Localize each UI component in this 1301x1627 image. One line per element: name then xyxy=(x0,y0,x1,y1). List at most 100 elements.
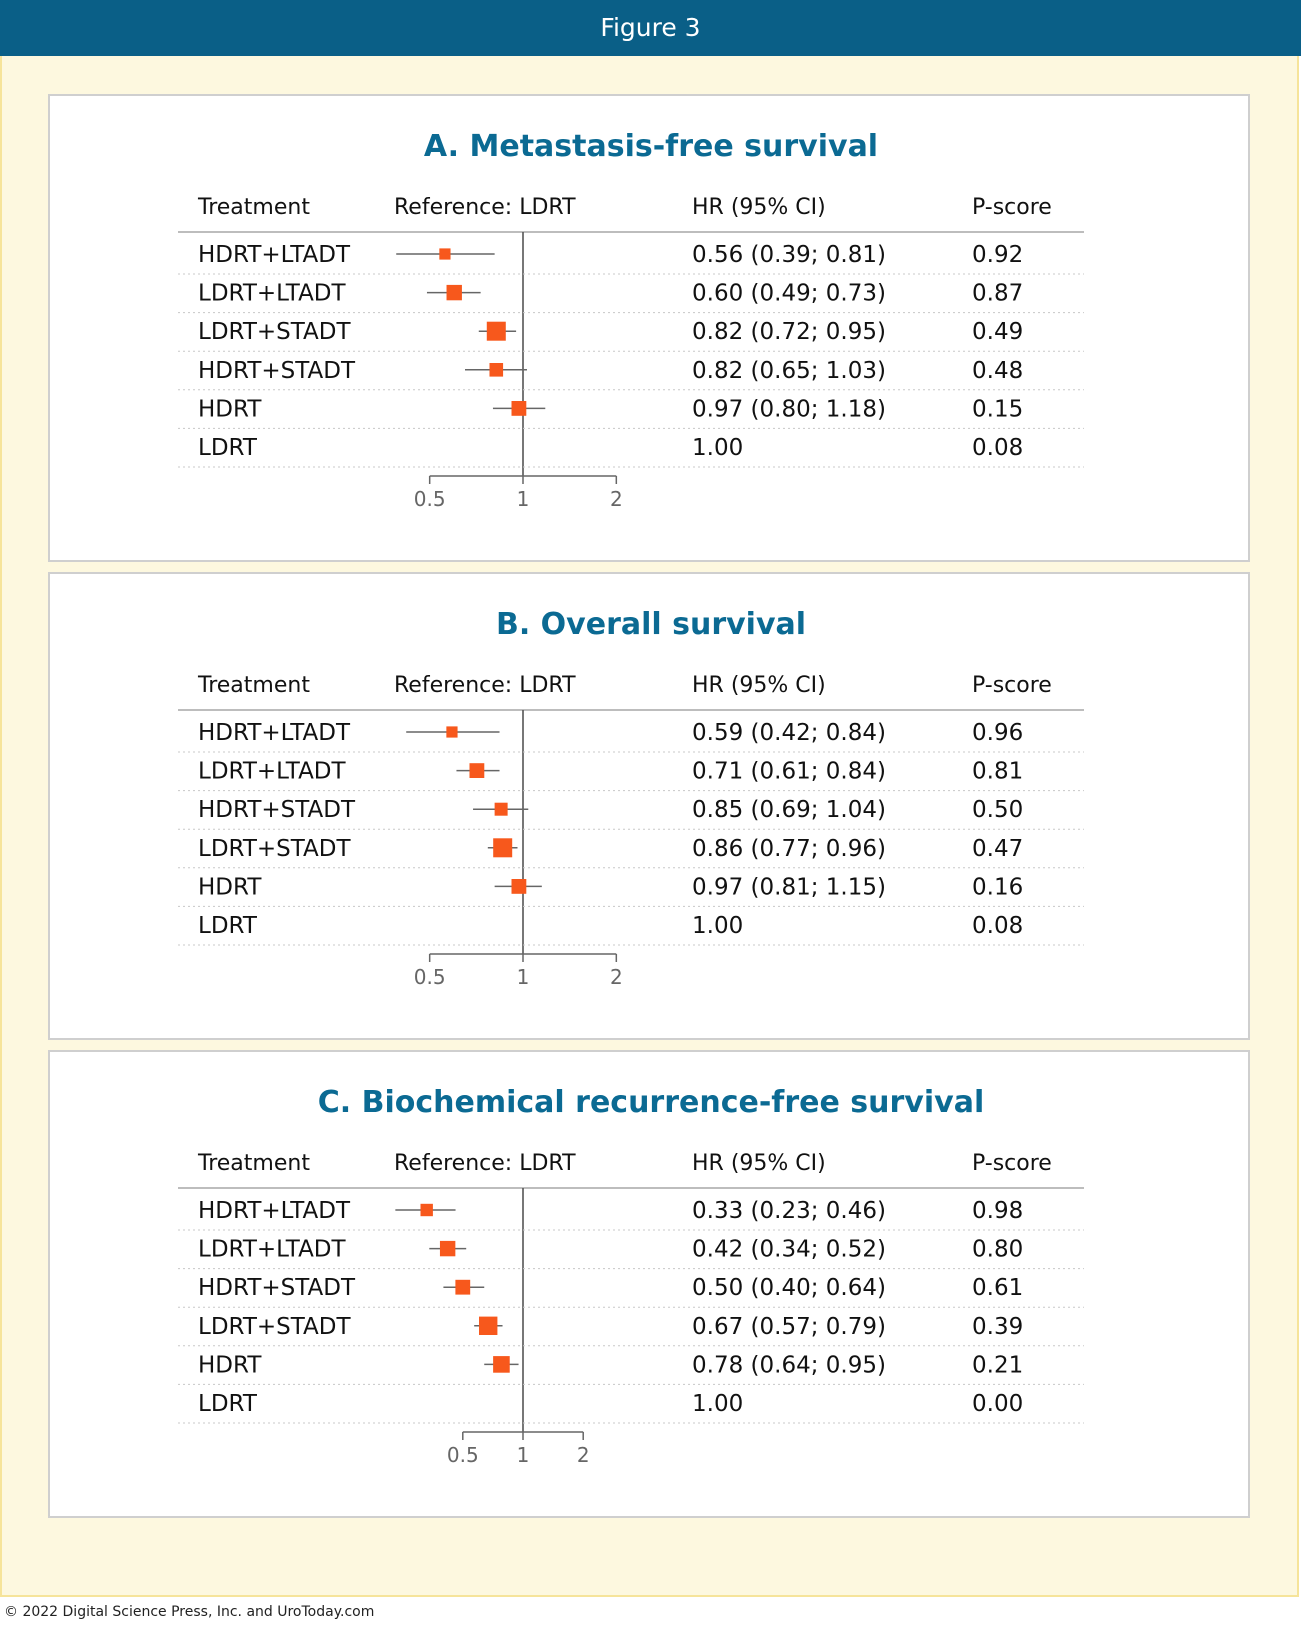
pscore-value-ldrt-stadt: 0.47 xyxy=(972,836,1023,862)
row-label-hdrt: HDRT xyxy=(198,396,262,422)
hr-value-ldrt-ltadt: 0.60 (0.49; 0.73) xyxy=(692,281,886,307)
col-header-reference: Reference: LDRT xyxy=(394,673,576,698)
x-tick-label: 1 xyxy=(517,487,530,511)
pscore-value-ldrt-stadt: 0.39 xyxy=(972,1314,1023,1340)
hr-value-ldrt-stadt: 0.86 (0.77; 0.96) xyxy=(692,836,886,862)
hr-value-ldrt-ltadt: 0.71 (0.61; 0.84) xyxy=(692,759,886,785)
hr-marker-hdrt xyxy=(511,879,527,894)
pscore-value-hdrt-ltadt: 0.98 xyxy=(972,1198,1023,1224)
row-label-ldrt: LDRT xyxy=(198,913,258,939)
row-label-ldrt-stadt: LDRT+STADT xyxy=(198,836,351,862)
row-label-ldrt: LDRT xyxy=(198,1391,258,1417)
hr-marker-hdrt-stadt xyxy=(489,363,504,377)
x-tick-label: 2 xyxy=(610,487,623,511)
panel-title: A. Metastasis-free survival xyxy=(424,129,878,164)
hr-marker-ldrt-ltadt xyxy=(446,284,462,301)
row-label-hdrt: HDRT xyxy=(198,1352,262,1378)
pscore-value-ldrt-stadt: 0.49 xyxy=(972,319,1023,345)
pscore-value-ldrt: 0.00 xyxy=(972,1391,1023,1417)
hr-value-ldrt: 1.00 xyxy=(692,435,743,461)
row-label-ldrt-stadt: LDRT+STADT xyxy=(198,1314,351,1340)
col-header-reference: Reference: LDRT xyxy=(394,1151,576,1176)
hr-value-hdrt-stadt: 0.82 (0.65; 1.03) xyxy=(692,358,886,384)
x-tick-label: 1 xyxy=(517,1443,530,1467)
pscore-value-ldrt: 0.08 xyxy=(972,913,1023,939)
x-tick-label: 0.5 xyxy=(414,487,446,511)
pscore-value-hdrt-stadt: 0.61 xyxy=(972,1275,1023,1301)
panel-c: C. Biochemical recurrence-free survival T… xyxy=(48,1050,1250,1518)
hr-value-hdrt-stadt: 0.50 (0.40; 0.64) xyxy=(692,1275,886,1301)
col-header-reference: Reference: LDRT xyxy=(394,195,576,220)
hr-marker-ldrt-stadt xyxy=(486,321,506,341)
row-label-ldrt-ltadt: LDRT+LTADT xyxy=(198,281,347,307)
row-label-hdrt-ltadt: HDRT+LTADT xyxy=(198,1198,351,1224)
panel-title: C. Biochemical recurrence-free survival xyxy=(318,1085,984,1120)
row-label-hdrt-stadt: HDRT+STADT xyxy=(198,358,356,384)
copyright-text: © 2022 Digital Science Press, Inc. and U… xyxy=(4,1604,375,1620)
hr-marker-ldrt-ltadt xyxy=(469,763,485,778)
row-label-hdrt-ltadt: HDRT+LTADT xyxy=(198,242,351,268)
row-label-hdrt-stadt: HDRT+STADT xyxy=(198,797,356,823)
hr-marker-ldrt-ltadt xyxy=(439,1240,456,1257)
row-label-ldrt-ltadt: LDRT+LTADT xyxy=(198,759,347,785)
col-header-treatment: Treatment xyxy=(197,673,310,698)
col-header-hr: HR (95% CI) xyxy=(692,1151,826,1176)
row-label-hdrt: HDRT xyxy=(198,874,262,900)
col-header-pscore: P-score xyxy=(972,673,1052,698)
figure-title: Figure 3 xyxy=(600,13,701,42)
x-tick-label: 0.5 xyxy=(414,965,446,989)
hr-value-hdrt-ltadt: 0.33 (0.23; 0.46) xyxy=(692,1198,886,1224)
hr-marker-hdrt-ltadt xyxy=(439,248,451,260)
pscore-value-hdrt: 0.16 xyxy=(972,874,1023,900)
hr-value-hdrt-stadt: 0.85 (0.69; 1.04) xyxy=(692,797,886,823)
x-tick-label: 1 xyxy=(517,965,530,989)
col-header-hr: HR (95% CI) xyxy=(692,195,826,220)
pscore-value-ldrt-ltadt: 0.87 xyxy=(972,281,1023,307)
forest-plot-c: C. Biochemical recurrence-free survival T… xyxy=(178,1085,1084,1467)
hr-value-ldrt-stadt: 0.82 (0.72; 0.95) xyxy=(692,319,886,345)
panel-b: B. Overall survival Treatment Reference: L… xyxy=(48,572,1250,1040)
row-label-hdrt-stadt: HDRT+STADT xyxy=(198,1275,356,1301)
hr-value-hdrt-ltadt: 0.56 (0.39; 0.81) xyxy=(692,242,886,268)
panel-title: B. Overall survival xyxy=(496,607,806,642)
x-tick-label: 2 xyxy=(577,1443,590,1467)
pscore-value-hdrt-stadt: 0.50 xyxy=(972,797,1023,823)
col-header-pscore: P-score xyxy=(972,195,1052,220)
hr-marker-hdrt xyxy=(511,401,527,416)
forest-plot-b: B. Overall survival Treatment Reference: L… xyxy=(178,607,1084,989)
forest-plot-a: A. Metastasis-free survival Treatment Refe… xyxy=(178,129,1084,511)
row-label-ldrt-ltadt: LDRT+LTADT xyxy=(198,1237,347,1263)
hr-value-hdrt: 0.78 (0.64; 0.95) xyxy=(692,1352,886,1378)
hr-marker-hdrt-ltadt xyxy=(420,1203,433,1217)
pscore-value-ldrt: 0.08 xyxy=(972,435,1023,461)
pscore-value-hdrt-stadt: 0.48 xyxy=(972,358,1023,384)
hr-marker-ldrt-stadt xyxy=(493,838,513,858)
col-header-hr: HR (95% CI) xyxy=(692,673,826,698)
hr-value-ldrt-ltadt: 0.42 (0.34; 0.52) xyxy=(692,1237,886,1263)
hr-value-hdrt: 0.97 (0.81; 1.15) xyxy=(692,874,886,900)
hr-marker-ldrt-stadt xyxy=(479,1316,498,1335)
col-header-treatment: Treatment xyxy=(197,1151,310,1176)
figure-header: Figure 3 xyxy=(0,0,1301,56)
hr-marker-hdrt xyxy=(493,1356,510,1373)
hr-marker-hdrt-stadt xyxy=(455,1279,471,1295)
row-label-ldrt-stadt: LDRT+STADT xyxy=(198,319,351,345)
hr-value-ldrt: 1.00 xyxy=(692,913,743,939)
col-header-pscore: P-score xyxy=(972,1151,1052,1176)
pscore-value-hdrt: 0.15 xyxy=(972,396,1023,422)
col-header-treatment: Treatment xyxy=(197,195,310,220)
hr-marker-hdrt-ltadt xyxy=(446,726,458,738)
row-label-ldrt: LDRT xyxy=(198,435,258,461)
hr-value-hdrt-ltadt: 0.59 (0.42; 0.84) xyxy=(692,720,886,746)
pscore-value-ldrt-ltadt: 0.80 xyxy=(972,1237,1023,1263)
panel-a: A. Metastasis-free survival Treatment Refe… xyxy=(48,94,1250,562)
x-tick-label: 2 xyxy=(610,965,623,989)
hr-value-ldrt: 1.00 xyxy=(692,1391,743,1417)
x-tick-label: 0.5 xyxy=(447,1443,479,1467)
pscore-value-hdrt-ltadt: 0.96 xyxy=(972,720,1023,746)
pscore-value-hdrt-ltadt: 0.92 xyxy=(972,242,1023,268)
pscore-value-hdrt: 0.21 xyxy=(972,1352,1023,1378)
hr-value-ldrt-stadt: 0.67 (0.57; 0.79) xyxy=(692,1314,886,1340)
hr-value-hdrt: 0.97 (0.80; 1.18) xyxy=(692,396,886,422)
row-label-hdrt-ltadt: HDRT+LTADT xyxy=(198,720,351,746)
